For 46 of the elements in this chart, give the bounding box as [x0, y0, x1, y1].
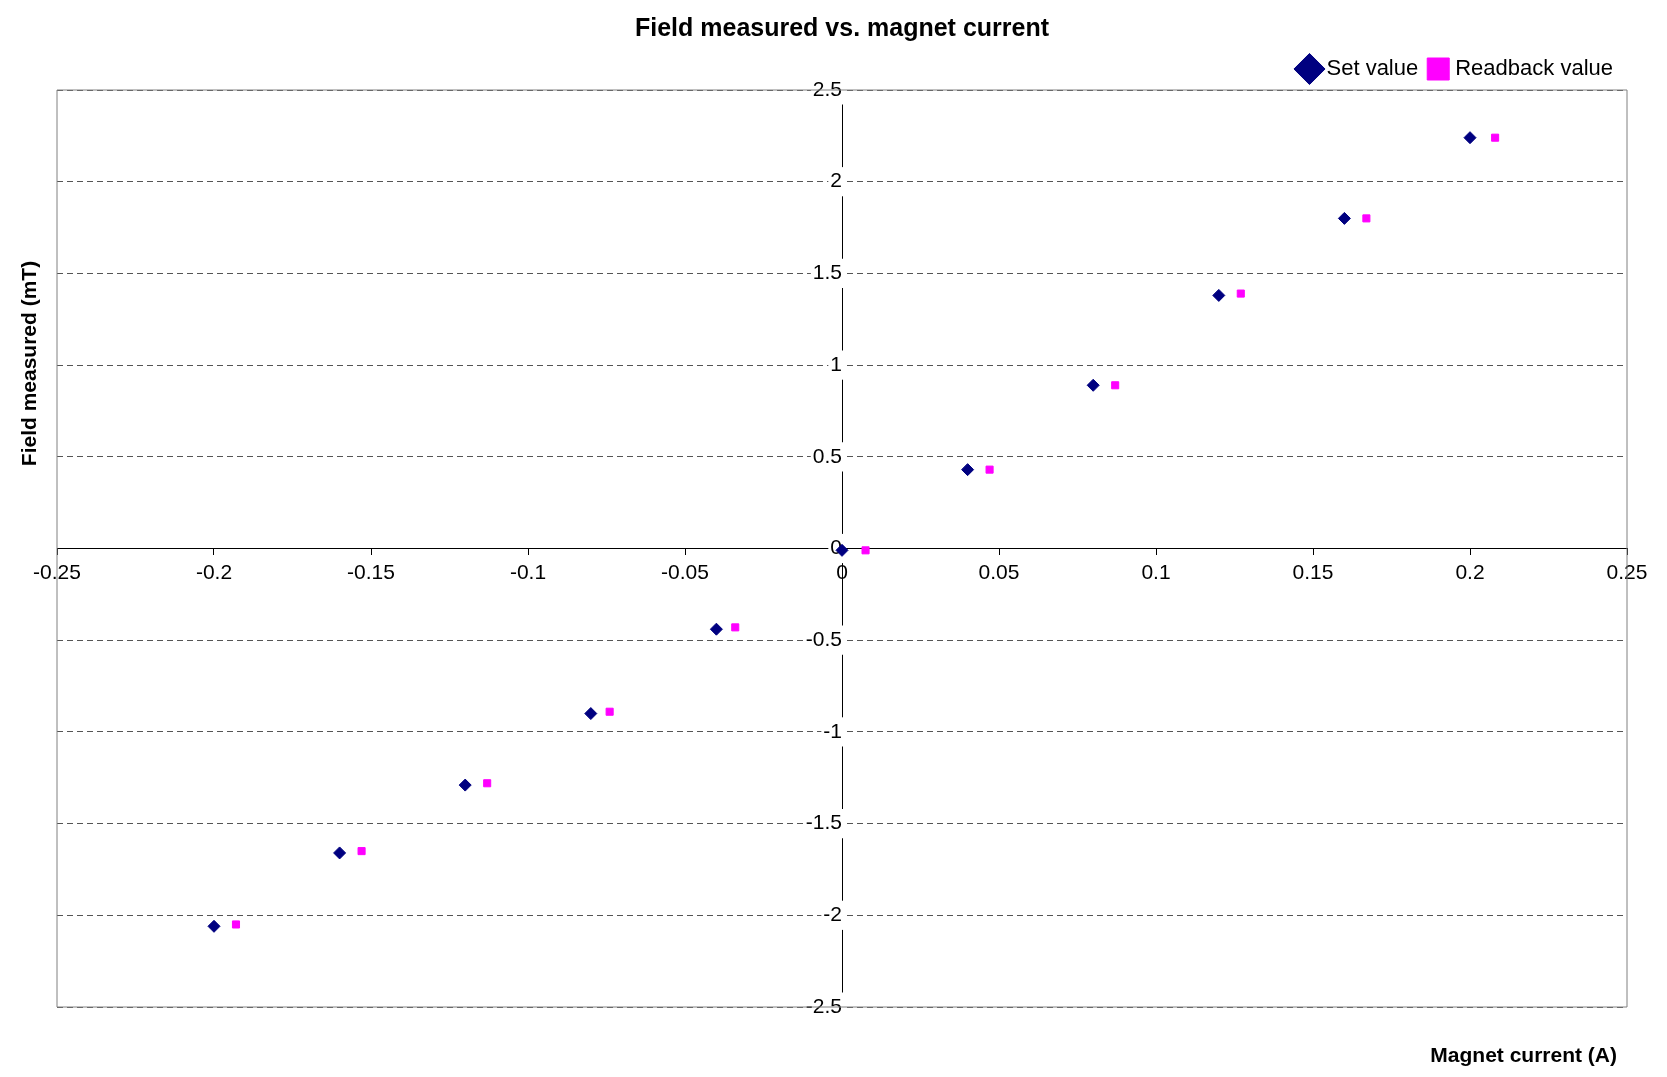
x-tick-label: -0.15 — [347, 559, 395, 583]
x-tick-label: -0.25 — [33, 559, 81, 583]
x-tick-label: -0.05 — [661, 559, 709, 583]
x-tick-label: -0.2 — [195, 559, 233, 583]
y-tick-label: 1 — [830, 351, 842, 375]
y-tick-label: 1.5 — [812, 260, 842, 284]
y-tick-label: 2.5 — [812, 76, 842, 100]
point — [1086, 378, 1100, 392]
point — [985, 465, 994, 474]
point — [483, 779, 492, 788]
x-axis-title: Magnet current (A) — [1430, 1043, 1617, 1067]
point — [584, 707, 598, 721]
point — [961, 463, 975, 477]
y-tick-label: -2.5 — [805, 993, 842, 1017]
y-tick-label: -0.5 — [805, 627, 842, 650]
point — [357, 847, 366, 856]
x-tick-label: -0.1 — [509, 559, 547, 583]
point — [1337, 211, 1351, 225]
point — [458, 778, 472, 792]
point — [1212, 288, 1226, 302]
point — [605, 707, 614, 716]
x-tick-label: 0.1 — [1141, 559, 1171, 583]
y-tick-label: 2 — [830, 168, 842, 192]
y-tick-label: -1.5 — [805, 810, 842, 834]
point — [1111, 381, 1120, 390]
legend-label: Readback value — [1455, 55, 1614, 81]
point — [231, 920, 241, 929]
point — [731, 623, 740, 632]
x-tick-label: 0.2 — [1455, 559, 1485, 583]
x-tick-label: 0.25 — [1606, 559, 1648, 583]
point — [333, 846, 347, 860]
point — [1463, 131, 1477, 145]
point — [709, 622, 723, 636]
point — [1362, 214, 1371, 223]
point — [861, 546, 870, 555]
point — [1236, 289, 1245, 298]
chart-title: Field measured vs. magnet current — [634, 12, 1050, 41]
y-tick-label: 0.5 — [812, 443, 842, 467]
legend-label: Set value — [1326, 55, 1419, 81]
y-tick-label: -1 — [823, 718, 842, 742]
y-axis-title: Field measured (mT) — [16, 260, 40, 467]
point — [1491, 133, 1500, 142]
x-tick-label: 0.05 — [978, 559, 1020, 583]
y-tick-label: -2 — [823, 902, 842, 926]
point — [207, 919, 221, 933]
x-tick-label: 0.15 — [1292, 559, 1334, 583]
